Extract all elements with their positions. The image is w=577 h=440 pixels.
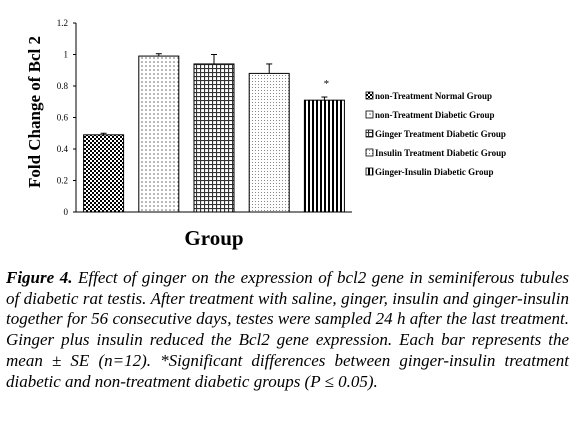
caption-label: Figure 4.	[6, 268, 73, 287]
y-tick-label: 0.6	[57, 113, 69, 123]
chart-area: 0 0.2 0.4 0.6 0.8 1 1.2 * non-Treatment Normal…	[25, 18, 506, 250]
legend-swatch	[365, 148, 374, 157]
bar	[303, 99, 345, 213]
legend-swatch	[365, 91, 374, 100]
bar	[138, 55, 180, 213]
bar	[193, 63, 235, 213]
bar-chart: 0 0.2 0.4 0.6 0.8 1 1.2 * non-Treatment Normal…	[25, 18, 506, 250]
caption-text: Effect of ginger on the expression of bc…	[6, 268, 569, 391]
legend-swatch	[365, 167, 374, 176]
figure-caption: Figure 4. Effect of ginger on the expres…	[6, 268, 569, 392]
bar	[248, 72, 290, 213]
bar	[83, 134, 125, 213]
significance-marker: *	[324, 78, 330, 90]
y-tick-label: 0.8	[57, 81, 69, 91]
legend-swatch	[365, 129, 374, 138]
x-axis-label: Group	[184, 226, 243, 250]
legend-label: non-Treatment Diabetic Group	[375, 110, 495, 120]
legend-label: non-Treatment Normal Group	[375, 91, 492, 101]
legend-label: Ginger Treatment Diabetic Group	[375, 129, 506, 139]
legend-label: Insulin Treatment Diabetic Group	[375, 148, 506, 158]
y-tick-label: 0	[64, 207, 69, 217]
legend-swatch	[365, 110, 374, 119]
y-tick-label: 0.4	[57, 144, 69, 154]
y-axis-label: Fold Change of Bcl 2	[25, 36, 44, 188]
y-tick-label: 1	[64, 50, 69, 60]
y-tick-label: 0.2	[57, 176, 68, 186]
y-tick-label: 1.2	[57, 18, 68, 28]
legend-label: Ginger-Insulin Diabetic Group	[375, 167, 494, 177]
